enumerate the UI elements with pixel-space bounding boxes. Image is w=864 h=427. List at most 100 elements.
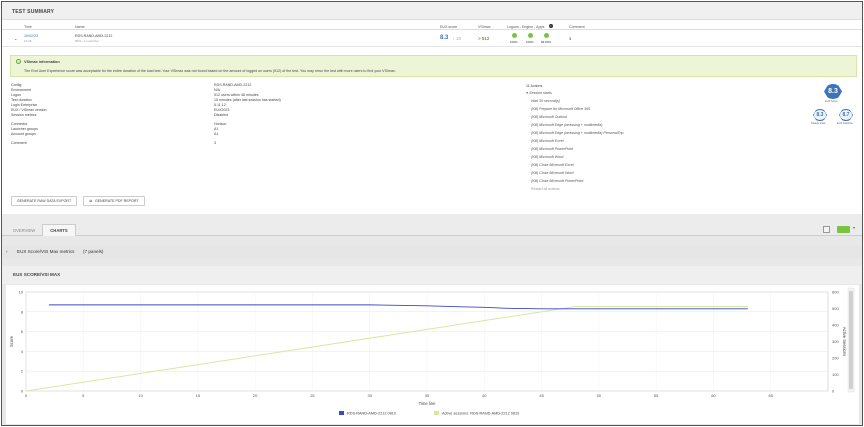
y-tick-label: 10 (19, 290, 24, 295)
y-tick-label: 8 (21, 309, 24, 314)
x-tick-label: 45 (539, 393, 544, 398)
row-vsimax: > 512 (478, 36, 490, 41)
test-summary-header: TEST SUMMARY (2, 2, 862, 20)
y2-tick-label: 300 (832, 339, 839, 344)
engine-pct: 100% (526, 40, 534, 44)
action-item[interactable]: (Kill) Microsoft PowerPoint (531, 147, 574, 151)
y-tick-label: 2 (21, 369, 24, 374)
y2-tick-label: 600 (832, 290, 839, 295)
panel-group-title: EUX Score/VSI Max metrics (17, 249, 75, 254)
y2-tick-label: 400 (832, 323, 839, 328)
panel-group-row[interactable]: › EUX Score/VSI Max metrics (7 panels) (2, 245, 862, 259)
action-item[interactable]: (Kill) Microsoft Edge (browsing + multim… (531, 131, 624, 135)
row-eux-sep: / (453, 36, 455, 41)
tab-bar: OVERVIEW CHARTS ▾ (2, 214, 862, 236)
scrollbar-thumb (849, 291, 853, 389)
row-eux: 8.3 (440, 35, 449, 41)
steady-state-badge: 8.3 (813, 109, 827, 121)
label-environment: Environment (11, 88, 32, 92)
label-connector: Connector (11, 122, 28, 126)
col-name: Name (75, 25, 85, 29)
value-launcher-groups: A1 (214, 127, 219, 131)
x-tick-label: 35 (425, 393, 430, 398)
y-tick-label: 6 (21, 329, 24, 334)
action-item[interactable]: Restart all actions (531, 187, 560, 191)
action-item[interactable]: ● Session starts (526, 91, 552, 95)
vsimax-info-box: i VSImax information The End User Experi… (10, 55, 857, 77)
value-login-enterprise: 5.11.12 (214, 103, 226, 107)
vsimax-info-desc: The End User Experience score was accept… (24, 69, 396, 73)
eux-score-label: EUX Score (825, 100, 838, 103)
grid-view-icon[interactable] (823, 226, 830, 233)
logons-status-dot (512, 33, 517, 38)
add-panel-button[interactable] (837, 226, 850, 233)
table-row[interactable]: ⌄ 10/02/23 13:26 RDS-RAND-AMD-2212 RDS -… (2, 31, 862, 47)
eux-score-badge: 8.3 (824, 84, 842, 99)
x-tick-label: 5 (82, 393, 85, 398)
tab-overview[interactable]: OVERVIEW (12, 227, 36, 233)
chevron-down-icon[interactable]: ▾ (853, 225, 856, 230)
row-comment: 3 (569, 36, 572, 41)
chart-panel-header: EUX SCORE/VSI MAX (2, 266, 862, 284)
x-axis-label: Time line (419, 401, 437, 406)
action-item[interactable]: (Kill) Close Microsoft PowerPoint (531, 179, 584, 183)
action-item[interactable]: (Kill) Microsoft Word (531, 155, 564, 159)
value-config: RDS-RAND-AMD-2212 (214, 83, 252, 87)
generate-raw-export-button[interactable]: GENERATE RAW DATA EXPORT (11, 196, 77, 206)
page-title: TEST SUMMARY (12, 9, 55, 15)
y2-tick-label: 100 (832, 372, 839, 377)
action-item[interactable]: (Kill) Close Microsoft Excel (531, 163, 574, 167)
label-account-groups: Account groups (11, 132, 36, 136)
row-eux-max: 10 (456, 36, 462, 41)
engine-status-dot (528, 33, 533, 38)
action-item[interactable]: (Kill) Close Microsoft Word (531, 171, 574, 175)
baseline-label: EUX baseline (837, 122, 853, 125)
y2-tick-label: 0 (832, 389, 835, 394)
y-tick-label: 4 (21, 349, 24, 354)
x-tick-label: 30 (367, 393, 372, 398)
action-item[interactable]: Wait 30 second(s) (531, 99, 560, 103)
row-sub: RDS - 1 Launcher (75, 39, 100, 43)
row-name[interactable]: RDS-RAND-AMD-2212 (75, 34, 113, 38)
row-time: 13:26 (24, 39, 32, 43)
legend-label-sessions: Active sessions: RDS-RAND-AMD-2212 0810 (442, 412, 519, 416)
label-comment: Comment (11, 141, 27, 145)
value-test-duration: 15 minutes (after last session has start… (214, 98, 281, 102)
label-session-metrics: Session metrics (11, 113, 37, 117)
x-tick-label: 65 (768, 393, 773, 398)
chart-panel-title: EUX SCORE/VSI MAX (13, 272, 61, 277)
action-item[interactable]: (Kill) Prepare for Microsoft Office 365 (531, 107, 591, 111)
x-tick-label: 50 (597, 393, 602, 398)
collapse-icon[interactable]: ⌄ (14, 36, 18, 41)
steady-state-label: Steady state (811, 122, 826, 125)
col-comment: Comment (569, 25, 585, 29)
tab-charts[interactable]: CHARTS (42, 224, 76, 236)
info-circle-icon: i (16, 59, 21, 64)
action-item[interactable]: (Kill) Microsoft Edge (browsing + multim… (531, 123, 603, 127)
action-item[interactable]: (Kill) Microsoft Outlook (531, 115, 568, 119)
eux-score-line (48, 304, 748, 310)
chevron-icon[interactable]: › (6, 249, 8, 254)
y2-tick-label: 200 (832, 356, 839, 361)
actions-title: 11 Actions (526, 84, 543, 88)
value-comment: 3 (214, 141, 216, 145)
apps-pct: 99.96% (541, 40, 552, 44)
action-item[interactable]: (Kill) Microsoft Excel (531, 139, 564, 143)
value-logon: 512 users within 48 minutes (214, 93, 259, 97)
legend-label-eux: RDS-RAND-AMD-2212 0810 (347, 412, 396, 416)
col-eux: EUX score (440, 25, 458, 29)
vsimax-info-title: VSImax information (24, 60, 60, 64)
info-icon[interactable]: i (549, 24, 553, 28)
value-eux-version: EUX2023 (214, 108, 230, 112)
x-tick-label: 40 (482, 393, 487, 398)
y-axis-label: Score (9, 335, 14, 347)
generate-pdf-button[interactable]: ⧉ GENERATE PDF REPORT (83, 196, 145, 206)
legend-swatch-sessions (434, 411, 439, 415)
label-eux-version: EUX / VSImax version (11, 108, 47, 112)
x-tick-label: 15 (196, 393, 201, 398)
external-link-icon: ⧉ (89, 199, 92, 203)
x-tick-label: 10 (138, 393, 143, 398)
label-launcher-groups: Launcher groups (11, 127, 38, 131)
